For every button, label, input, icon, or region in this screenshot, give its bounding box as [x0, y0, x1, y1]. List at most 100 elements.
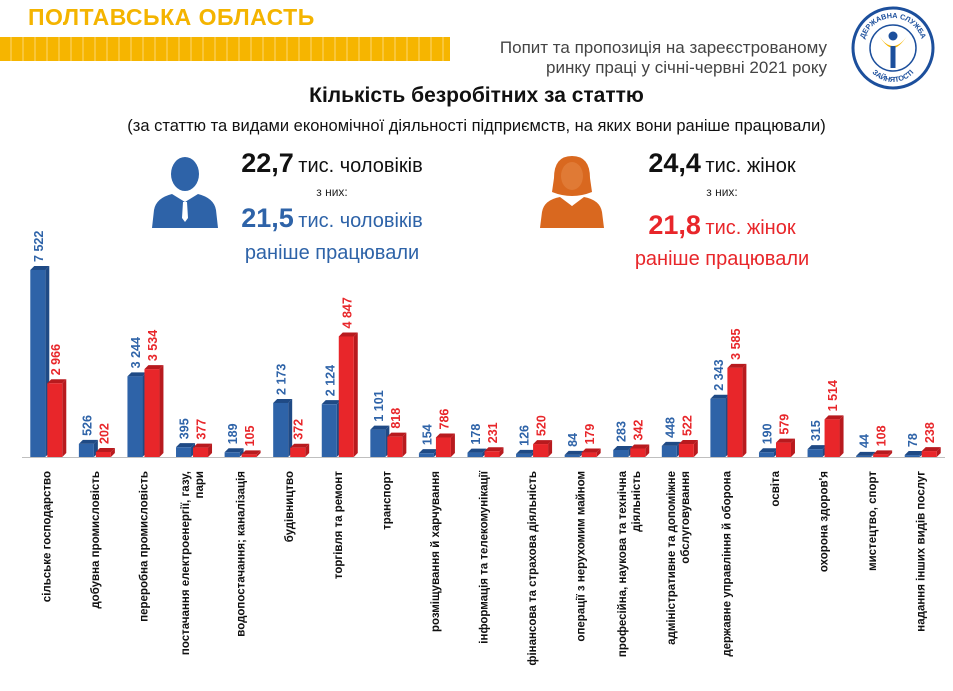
category-label: фінансова та страхова діяльність: [527, 471, 539, 666]
men-worked-value: 21,5: [241, 203, 294, 233]
category-label: державне управління й оборона: [721, 470, 733, 656]
bar-women: [241, 450, 261, 457]
bar-men: [904, 451, 924, 457]
bar-value-label: 189: [226, 423, 240, 444]
bar-women: [533, 440, 553, 457]
bar-men: [273, 398, 293, 457]
bar-value-label: 372: [292, 419, 306, 440]
bar-women: [727, 363, 747, 457]
bar-women: [144, 365, 164, 457]
men-total: 22,7 тис. чоловіків: [222, 148, 442, 179]
bar-value-label: 2 966: [49, 344, 63, 375]
bar-value-label: 520: [535, 415, 549, 436]
bar-value-label: 1 514: [826, 380, 840, 411]
bar-men: [758, 448, 778, 457]
women-worked: 21,8 тис. жінок: [622, 210, 822, 241]
bar-value-label: 202: [97, 423, 111, 444]
subtitle-line-2: ринку праці у січні-червні 2021 року: [546, 58, 827, 77]
bar-men: [176, 443, 196, 457]
report-subtitle: Попит та пропозиція на зареєстрованому р…: [407, 38, 827, 78]
bar-men: [613, 445, 633, 457]
category-label: добувна промисловість: [90, 471, 102, 609]
region-title: ПОЛТАВСЬКА ОБЛАСТЬ: [28, 4, 315, 30]
employment-service-logo: ДЕРЖАВНА СЛУЖБА ЗАЙНЯТОСТІ: [851, 6, 935, 90]
women-total-unit: тис. жінок: [705, 155, 796, 177]
bar-women: [387, 432, 407, 457]
woman-silhouette-icon: [540, 156, 604, 228]
category-label: обслуговування: [680, 471, 692, 564]
category-label: надання інших видів послуг: [916, 471, 928, 632]
category-label: розміщування й харчування: [430, 471, 442, 632]
category-label: охорона здоров'я: [819, 471, 831, 572]
bar-value-label: 283: [615, 421, 629, 442]
bar-value-label: 377: [195, 419, 209, 440]
bar-value-label: 395: [178, 418, 192, 439]
bar-value-label: 315: [809, 420, 823, 441]
bar-value-label: 2 343: [712, 359, 726, 390]
bar-women: [630, 444, 650, 457]
bar-value-label: 3 244: [129, 337, 143, 368]
bar-men: [467, 448, 487, 457]
bar-value-label: 126: [518, 425, 532, 446]
bar-men: [321, 400, 341, 457]
women-worked-label: раніше працювали: [634, 248, 810, 270]
bar-value-label: 526: [80, 415, 94, 436]
bar-value-label: 818: [389, 408, 403, 429]
bar-men: [418, 449, 438, 457]
header-accent-bar: [0, 37, 450, 61]
men-of-label: з них:: [316, 185, 348, 199]
bar-women: [581, 448, 601, 457]
women-worked-unit: тис. жінок: [705, 217, 796, 239]
bar-men: [710, 394, 730, 457]
bar-women: [338, 332, 358, 457]
bar-value-label: 179: [583, 424, 597, 445]
bar-women: [775, 438, 795, 457]
category-label: інформація та телекомунікації: [479, 470, 491, 643]
bar-men: [564, 450, 584, 457]
bar-men: [516, 449, 536, 457]
bar-men: [224, 448, 244, 457]
category-label: мистецтво, спорт: [867, 471, 879, 571]
bar-value-label: 1 101: [372, 390, 386, 421]
bar-men: [661, 441, 681, 457]
women-total: 24,4 тис. жінок: [622, 148, 822, 179]
women-of-label: з них:: [706, 185, 738, 199]
bar-men: [370, 425, 390, 457]
category-label: адміністративне та допоміжне: [666, 471, 678, 645]
men-total-unit: тис. чоловіків: [298, 155, 423, 177]
chart-title: Кількість безробітних за статтю: [309, 84, 644, 107]
bar-value-label: 238: [923, 422, 937, 443]
bar-women: [824, 415, 844, 457]
category-label: постачання електроенергії, газу,: [180, 471, 192, 655]
women-worked-value: 21,8: [648, 210, 701, 240]
bar-value-label: 2 173: [275, 364, 289, 395]
bar-men: [30, 265, 50, 457]
bar-value-label: 84: [566, 433, 580, 447]
bar-value-label: 4 847: [340, 297, 354, 328]
bar-value-label: 342: [632, 420, 646, 441]
bar-women: [678, 440, 698, 457]
bar-value-label: 7 522: [32, 231, 46, 262]
bar-value-label: 78: [906, 433, 920, 447]
bar-men: [856, 451, 876, 457]
category-label: діяльність: [631, 471, 643, 532]
bar-value-label: 44: [858, 434, 872, 448]
category-label: торгівля та ремонт: [333, 471, 345, 579]
bar-men: [807, 445, 827, 457]
category-label: операції з нерухомим майном: [576, 471, 588, 642]
bar-value-label: 105: [243, 425, 257, 446]
women-total-value: 24,4: [648, 148, 701, 178]
bar-value-label: 178: [469, 424, 483, 445]
header: ПОЛТАВСЬКА ОБЛАСТЬ Попит та пропозиція н…: [0, 0, 953, 90]
chart-subtitle: (за статтю та видами економічної діяльно…: [127, 117, 826, 135]
bar-women: [921, 447, 941, 457]
category-label: водопостачання; каналізація: [236, 471, 248, 637]
bar-value-label: 3 534: [146, 330, 160, 361]
category-label: переробна промисловість: [138, 471, 150, 622]
bar-women: [873, 450, 893, 457]
category-label: транспорт: [381, 471, 393, 530]
men-worked-unit: тис. чоловіків: [298, 210, 423, 232]
bar-value-label: 2 124: [323, 365, 337, 396]
bar-value-label: 786: [437, 409, 451, 430]
